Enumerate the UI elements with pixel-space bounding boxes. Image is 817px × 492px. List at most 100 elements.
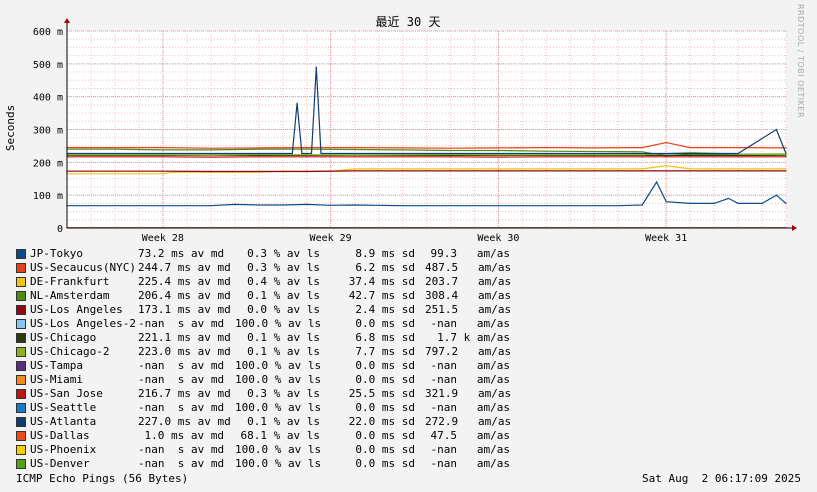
legend-name: US-Chicago [30,331,97,344]
legend-sd: 0.0 ms sd [355,373,415,386]
data-point [162,156,164,158]
data-point [785,156,787,158]
legend-sd: 0.0 ms sd [355,457,415,470]
legend-max: 487.5 am/as [425,261,512,274]
legend-max: 308.4 am/as [425,289,512,302]
legend-max: -nan am/as [430,317,510,330]
legend-row: US-Seattle -nan s av md 100.0 % av ls 0.0 m… [16,401,616,415]
legend-swatch [16,459,26,469]
data-point [545,154,547,156]
rrdtool-watermark: RRDTOOL / TOBI OETIKER [796,4,805,119]
data-point [310,152,313,155]
y-tick-label: 500 m [33,60,63,71]
data-point [315,66,317,68]
data-point [593,152,595,155]
data-point [306,148,308,150]
legend-loss: 0.3 % av ls [247,387,320,400]
data-point [306,170,308,173]
footer-timestamp: Sat Aug 2 06:17:09 2025 [642,472,801,485]
data-point [306,154,308,156]
data-point [641,151,643,153]
legend-sd: 6.8 ms sd [355,331,415,344]
x-tick-label: Week 30 [477,233,519,244]
data-point [545,156,547,158]
legend-avg: 216.7 ms av md [138,387,231,400]
data-point [162,154,164,156]
legend-loss: 0.1 % av ls [247,331,320,344]
legend-loss: 0.0 % av ls [247,303,320,316]
legend-avg: -nan s av md [138,443,225,456]
data-point [210,147,212,149]
y-tick-label: 400 m [33,93,63,104]
legend-swatch [16,445,26,455]
legend-loss: 0.4 % av ls [247,275,320,288]
legend-max: -nan am/as [430,359,510,372]
series-line-us-los-angeles [67,170,786,173]
data-point [497,154,499,156]
legend-avg: 1.0 ms av md [144,429,224,442]
legend-row: DE-Frankfurt 225.4 ms av md 0.4 % av ls 37.… [16,275,616,289]
legend-sd: 7.7 ms sd [355,345,415,358]
y-tick-label: 200 m [33,158,63,169]
legend-max: 272.9 am/as [425,415,512,428]
legend-swatch [16,277,26,287]
data-point [401,205,404,207]
data-point [449,149,452,152]
legend-avg: -nan s av md [138,373,225,386]
data-point [593,147,595,149]
legend-avg: 227.0 ms av md [138,415,231,428]
data-point [449,152,452,155]
data-point [785,152,787,155]
legend-row: US-Atlanta 227.0 ms av md 0.1 % av ls 22.0 … [16,415,616,429]
data-point [210,170,212,173]
legend-max: 251.5 am/as [425,303,512,316]
legend-sd: 0.0 ms sd [355,401,415,414]
legend-name: US-Atlanta [30,415,97,428]
legend-sd: 42.7 ms sd [348,289,415,302]
legend-row: US-Denver -nan s av md 100.0 % av ls 0.0 ms… [16,457,616,471]
legend-max: -nan am/as [430,443,510,456]
legend-name: US-Secaucus(NYC) [30,261,136,274]
x-tick-label: Week 31 [645,233,687,244]
legend-avg: 223.0 ms av md [138,345,231,358]
legend-avg: 225.4 ms av md [138,275,231,288]
x-tick-label: Week 29 [310,233,352,244]
data-point [296,102,298,104]
latency-chart: 0 100 m 200 m 300 m 400 m 500 m 600 m Week 28 We… [4,15,797,244]
y-tick-label: 600 m [33,27,63,38]
data-point [785,170,787,172]
data-point [291,152,293,155]
data-point [785,168,787,170]
legend-avg: 73.2 ms av md [138,247,225,260]
legend-swatch [16,291,26,301]
data-point [545,152,547,155]
data-point [449,168,452,170]
data-point [354,152,356,155]
chart-title: 最近 30 天 [376,15,441,29]
data-point [210,152,212,155]
data-point [497,149,499,152]
data-point [162,170,164,172]
legend-max: -nan am/as [430,373,510,386]
data-point [593,205,595,207]
legend-sd: 0.0 ms sd [355,359,415,372]
y-axis-arrow [64,18,70,23]
data-point [401,149,404,151]
data-point [210,154,212,156]
legend-row: US-San Jose 216.7 ms av md 0.3 % av ls 25.5… [16,387,616,401]
data-point [593,156,595,158]
legend-row: NL-Amsterdam 206.4 ms av md 0.1 % av ls 42.… [16,289,616,303]
data-point [727,197,730,200]
data-point [258,170,260,173]
data-point [162,149,164,151]
data-point [258,152,260,155]
data-point [306,203,308,205]
legend-row: US-Los Angeles-2 -nan s av md 100.0 % av l… [16,317,616,331]
data-point [282,204,284,206]
data-point [737,170,739,172]
data-point [737,152,739,155]
data-point [258,153,260,156]
data-point [174,171,176,173]
data-point [306,156,308,158]
legend-sd: 8.9 ms sd [355,247,415,260]
